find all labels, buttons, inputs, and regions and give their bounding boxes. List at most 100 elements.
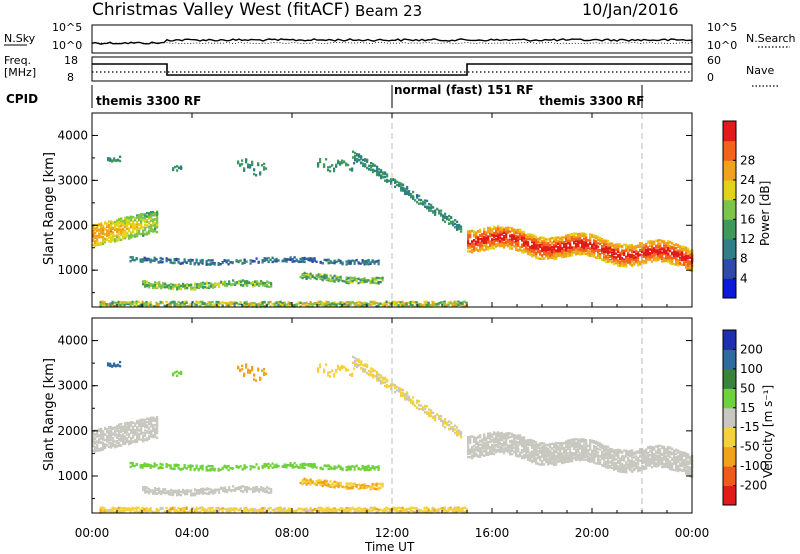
power-cell: [367, 279, 370, 282]
power-cell: [607, 251, 610, 254]
power-cell: [190, 287, 193, 291]
power-cell: [629, 258, 632, 261]
power-cell: [473, 243, 476, 246]
power-cell: [191, 258, 194, 262]
power-cell: [687, 266, 690, 269]
power-cell: [205, 304, 208, 307]
velocity-cell: [94, 442, 97, 445]
power-cell: [369, 261, 372, 264]
power-cell: [132, 234, 135, 237]
power-cell: [155, 301, 158, 305]
power-cell: [323, 163, 326, 166]
power-cell: [269, 305, 272, 308]
velocity-cell: [120, 425, 123, 429]
velocity-cell: [235, 464, 238, 468]
power-cell: [615, 243, 618, 246]
power-cell: [497, 244, 500, 247]
power-cell: [382, 176, 385, 179]
power-cell: [643, 249, 646, 253]
power-cell: [94, 232, 97, 235]
power-cell: [321, 275, 324, 279]
power-cell: [110, 222, 113, 225]
power-cell: [483, 241, 486, 244]
power-cell: [541, 244, 544, 248]
power-cell: [135, 300, 138, 303]
power-cell: [273, 304, 276, 307]
power-cell: [617, 249, 620, 252]
power-cell: [575, 232, 578, 235]
velocity-cell: [377, 467, 380, 470]
power-cell: [573, 251, 576, 254]
power-cell: [327, 259, 330, 262]
velocity-cell: [120, 437, 123, 440]
power-cell: [173, 302, 176, 305]
power-cell: [150, 224, 153, 227]
velocity-cell: [120, 439, 123, 442]
power-cell: [137, 304, 140, 308]
power-cell: [609, 251, 612, 254]
power-cell: [92, 226, 95, 229]
power-cell: [283, 304, 286, 307]
power-cell: [581, 239, 584, 242]
power-cell: [667, 259, 670, 262]
power-cell: [94, 241, 97, 244]
power-y-tick-label: 1000: [57, 263, 88, 277]
velocity-cell: [239, 465, 242, 468]
power-cell: [118, 225, 121, 229]
power-cell: [605, 248, 608, 251]
velocity-cell: [122, 442, 125, 446]
power-cell: [505, 226, 508, 230]
power-cell: [158, 284, 161, 287]
power-cell: [231, 261, 234, 265]
power-cell: [351, 300, 354, 304]
velocity-cell: [136, 431, 139, 434]
power-cell: [177, 300, 180, 304]
power-cell: [341, 279, 344, 283]
power-cell: [305, 273, 308, 277]
power-cell: [111, 300, 114, 304]
power-cell: [154, 218, 157, 221]
power-cell: [262, 284, 265, 287]
power-cell: [345, 263, 348, 266]
power-cell: [94, 240, 97, 243]
power-cell: [607, 259, 610, 262]
power-cell: [529, 235, 532, 238]
nsearch-tick-top: 10^5: [707, 21, 737, 34]
power-cell: [301, 303, 304, 306]
power-cell: [352, 150, 355, 153]
power-cell: [549, 240, 552, 243]
velocity-cell: [144, 422, 147, 425]
power-cell: [176, 288, 179, 291]
power-cell: [149, 301, 152, 304]
power-cell: [291, 259, 294, 262]
velocity-cell: [146, 490, 149, 494]
power-cell: [355, 258, 358, 262]
power-cell: [539, 245, 542, 248]
power-cell: [613, 248, 616, 252]
power-cell: [537, 244, 540, 247]
power-cell: [440, 209, 443, 212]
power-cell: [659, 246, 662, 249]
power-cell: [563, 245, 566, 249]
power-cell: [137, 300, 140, 303]
power-cell: [223, 259, 226, 263]
power-cell: [521, 232, 524, 235]
power-cell: [629, 259, 632, 262]
power-cell: [108, 221, 111, 224]
power-cell: [261, 259, 264, 262]
power-cell: [331, 279, 334, 283]
power-cell: [531, 240, 534, 244]
velocity-cell: [136, 428, 139, 432]
power-cell: [401, 302, 404, 306]
power-cell: [487, 248, 490, 251]
power-cell: [511, 238, 514, 241]
power-cell: [136, 228, 139, 231]
velocity-cell: [156, 425, 159, 428]
power-cell: [243, 301, 246, 305]
velocity-cell: [146, 438, 149, 442]
power-cell: [647, 250, 650, 253]
velocity-cell: [144, 485, 147, 489]
power-cell: [295, 258, 298, 261]
power-cell: [356, 158, 359, 161]
